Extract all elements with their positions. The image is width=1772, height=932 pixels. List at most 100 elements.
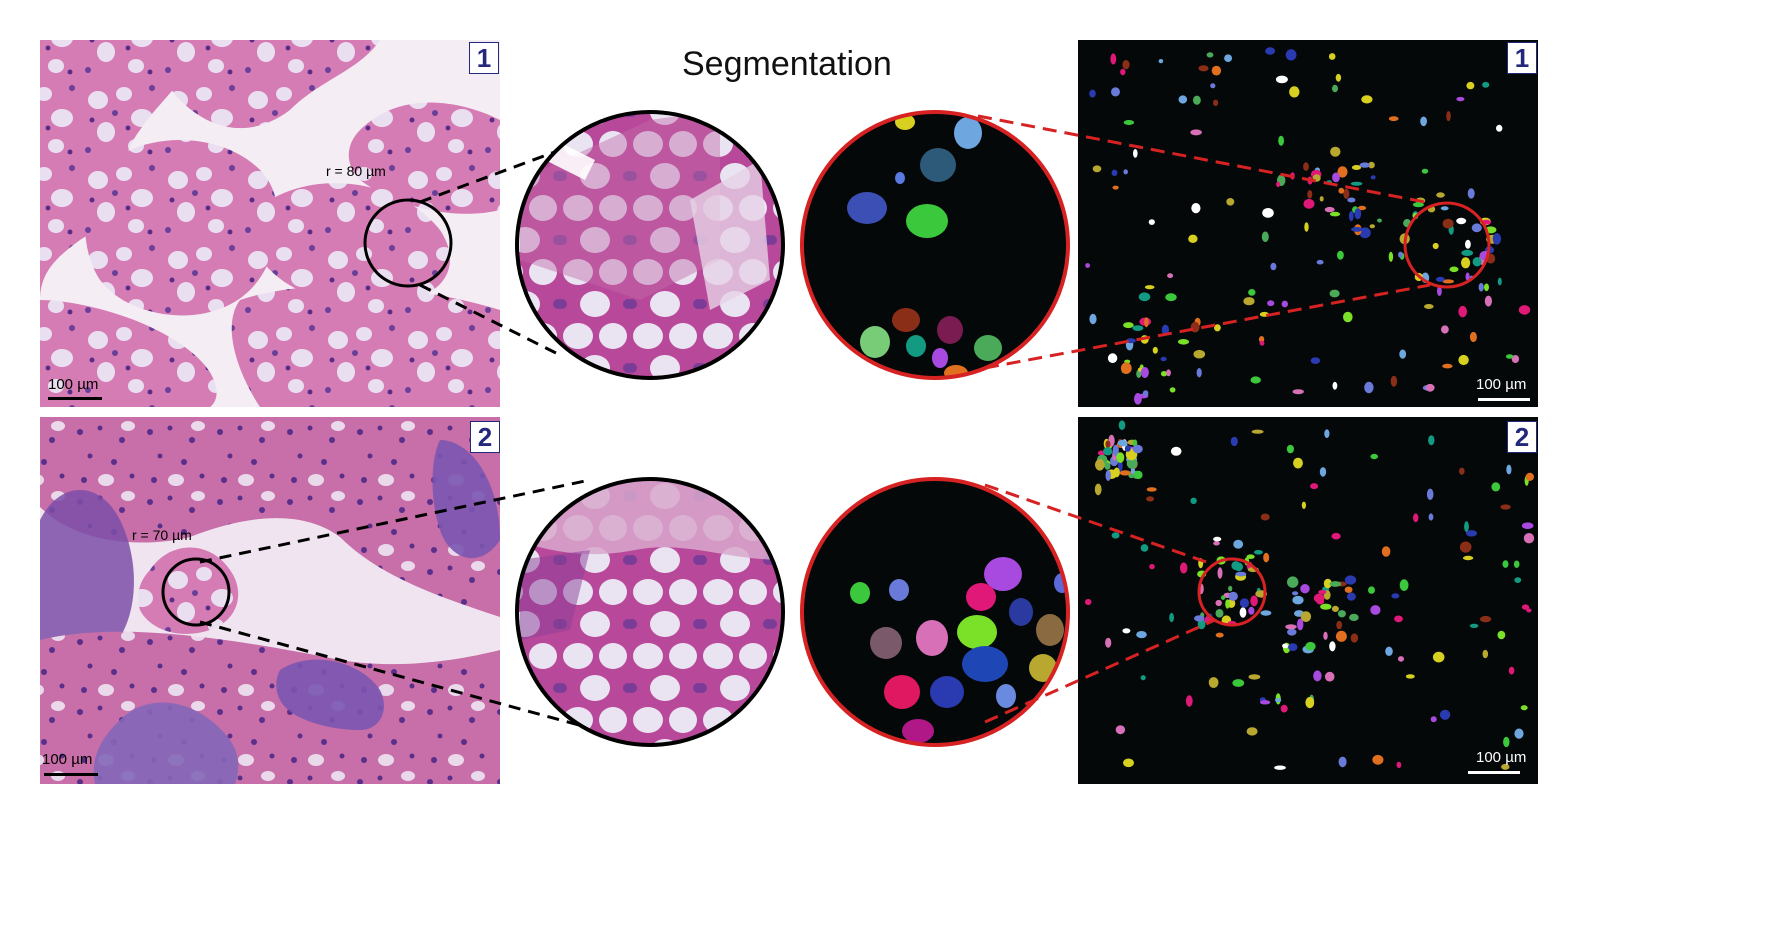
segmented-cell <box>1525 472 1535 481</box>
segmented-cell <box>1144 285 1155 290</box>
segmented-cell <box>1300 584 1310 594</box>
segmented-cell <box>1359 162 1371 168</box>
segmented-cell <box>1449 266 1459 273</box>
segmented-cell <box>1103 447 1113 456</box>
segmented-cell <box>1343 188 1350 199</box>
segmented-cell <box>1370 453 1378 460</box>
segmented-cell <box>1396 761 1402 769</box>
segmented-cell <box>1461 257 1471 269</box>
scale-label-1-left: 100 µm <box>48 376 99 393</box>
scale-bar-1-left <box>48 397 102 400</box>
segmented-cell <box>1521 522 1534 529</box>
segmented-cell <box>1276 181 1281 188</box>
segmented-cell <box>1388 116 1399 122</box>
segmented-cell <box>1412 202 1424 208</box>
segmented-cell <box>1146 487 1157 492</box>
segmented-cell <box>1332 172 1340 183</box>
segmented-cell <box>1292 591 1299 596</box>
segmented-cell <box>1160 356 1167 362</box>
segmented-cell <box>1441 325 1449 334</box>
zoom-circle-1 <box>515 110 785 380</box>
segmented-cell <box>1250 376 1261 384</box>
segmented-cell <box>1215 609 1224 618</box>
segmented-cell <box>1213 541 1220 546</box>
segmented-cell <box>1458 305 1467 318</box>
segmented-cell <box>1193 349 1206 359</box>
segmented-cell <box>1301 501 1306 509</box>
segmented-cell <box>1435 276 1445 282</box>
segmented-cell <box>1110 53 1117 65</box>
segmented-cell <box>1133 149 1138 158</box>
segmented-cell <box>1233 539 1244 549</box>
segmented-cell <box>1313 593 1325 603</box>
segmented-cell <box>1338 187 1345 194</box>
segmented-cell <box>1166 369 1171 377</box>
segmented-cell <box>1426 488 1434 500</box>
segmented-cell <box>1130 467 1135 475</box>
segmented-cell <box>1496 124 1503 132</box>
zoom-connectors <box>199 148 591 730</box>
segmented-cell <box>1105 440 1111 449</box>
segmented-cell <box>1442 363 1453 369</box>
segmented-cell <box>1466 81 1475 90</box>
segmented-cell <box>1526 608 1532 613</box>
segmented-cell <box>1094 483 1102 496</box>
segmented-cell <box>1230 436 1238 447</box>
segmented-cell <box>1148 219 1155 225</box>
segmented-cell <box>1152 346 1158 354</box>
segmented-cell <box>1243 297 1255 306</box>
segmented-cell <box>1123 322 1134 329</box>
segmented-cell <box>1500 504 1511 510</box>
segmented-cell <box>1281 300 1289 308</box>
segmented-cell <box>1511 355 1520 363</box>
segmented-cell <box>1287 628 1297 636</box>
segmented-cell <box>1113 467 1120 478</box>
segmented-cell <box>1331 605 1339 613</box>
segmented-cell <box>1259 700 1271 705</box>
segmented-cell <box>1330 146 1341 157</box>
segmented-cell <box>1132 444 1143 454</box>
segmented-cell <box>1361 95 1373 104</box>
segmented-cell <box>1497 630 1506 640</box>
segmented-cell <box>1337 166 1348 178</box>
segmented-cell <box>1513 560 1520 568</box>
segmented-cell <box>1421 168 1429 174</box>
segmented-cell <box>1428 513 1434 521</box>
segmented-cell <box>1119 470 1131 476</box>
segmented-cell <box>1226 198 1235 206</box>
segmented-cell <box>1196 368 1202 378</box>
segmented-cell <box>1428 435 1435 446</box>
segmented-cell <box>1465 272 1470 281</box>
segmented-cell <box>1215 599 1222 607</box>
segmented-cell <box>1105 637 1112 648</box>
segmented-cell <box>1210 83 1216 89</box>
segmented-cell <box>1329 211 1341 217</box>
row-label-1-right: 1 <box>1507 42 1537 74</box>
scale-label-2-right: 100 µm <box>1476 749 1527 766</box>
segmented-cell <box>1398 656 1404 662</box>
segmented-cell <box>1385 646 1393 656</box>
segmented-cell <box>1424 304 1434 309</box>
segmented-cell <box>1518 305 1531 315</box>
segmented-cell <box>1350 633 1359 643</box>
segmented-cell <box>1140 544 1149 552</box>
segmented-cell <box>1117 460 1123 472</box>
segmented-cell <box>1206 52 1214 58</box>
segmented-cell <box>1354 208 1362 220</box>
segmented-cell <box>1432 242 1439 250</box>
segmented-cell <box>1316 259 1324 265</box>
segmented-cell <box>1313 670 1322 682</box>
segmented-cell <box>1115 725 1126 735</box>
segmented-cell <box>1134 393 1142 405</box>
segmented-cell <box>1140 675 1146 681</box>
figure-title: Segmentation <box>682 45 892 83</box>
segmented-cell <box>1285 49 1297 61</box>
segmented-cell <box>1140 367 1149 378</box>
segmented-cell <box>1188 234 1198 243</box>
segmented-cell <box>1331 532 1341 540</box>
segmented-cell <box>1520 705 1528 711</box>
segmented-cell <box>1467 188 1475 199</box>
segmented-cell <box>1332 381 1338 390</box>
row-label-1-left: 1 <box>469 42 499 74</box>
segmented-cell <box>1178 95 1188 104</box>
